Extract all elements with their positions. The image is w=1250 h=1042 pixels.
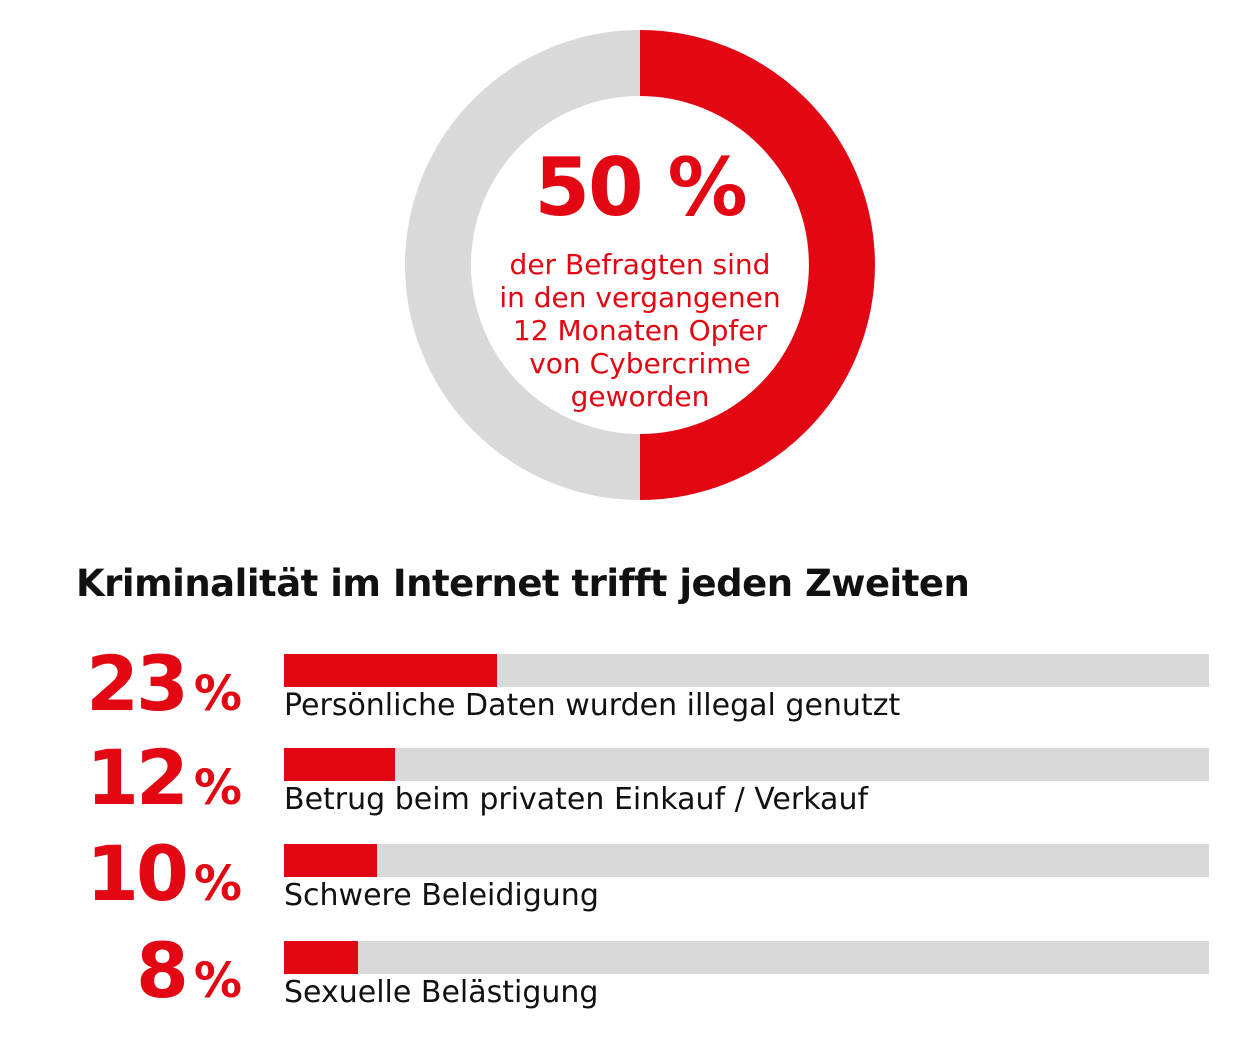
donut-value-label: 50 % (534, 141, 747, 234)
bar-fill (284, 941, 358, 974)
bar-category-label: Persönliche Daten wurden illegal genutzt (284, 688, 901, 723)
bar-track (284, 844, 1209, 877)
bar-value-number: 23 (86, 639, 189, 728)
bar-track (284, 748, 1209, 781)
bar-category-label: Sexuelle Belästigung (284, 975, 599, 1010)
bar-value-unit: % (193, 953, 242, 1009)
donut-center-text: 50 % der Befragten sind in den vergangen… (470, 130, 810, 414)
bar-value-unit: % (193, 760, 242, 816)
bar-chart-title: Kriminalität im Internet trifft jeden Zw… (76, 562, 970, 605)
bar-value-number: 8 (136, 926, 189, 1015)
bar-value-label: 12% (86, 740, 242, 817)
bar-value-label: 10% (86, 836, 242, 913)
bar-row: 12% Betrug beim privaten Einkauf / Verkau… (0, 740, 1250, 832)
donut-slice-victims (639, 30, 875, 500)
bar-category-label: Schwere Beleidigung (284, 878, 599, 913)
bar-value-label: 8% (136, 933, 242, 1010)
bar-fill (284, 748, 395, 781)
bar-row: 8% Sexuelle Belästigung (0, 933, 1250, 1025)
donut-caption: der Befragten sind in den vergangenen 12… (499, 248, 781, 413)
bar-row: 10% Schwere Beleidigung (0, 836, 1250, 928)
bar-row: 23% Persönliche Daten wurden illegal genu… (0, 646, 1250, 738)
bar-category-label: Betrug beim privaten Einkauf / Verkauf (284, 782, 869, 817)
bar-value-unit: % (193, 666, 242, 722)
donut-chart (405, 30, 875, 500)
bar-track (284, 941, 1209, 974)
bar-fill (284, 654, 497, 687)
bar-value-unit: % (193, 856, 242, 912)
bar-track (284, 654, 1209, 687)
bar-fill (284, 844, 377, 877)
bar-value-number: 10 (86, 829, 189, 918)
bar-value-number: 12 (86, 733, 189, 822)
bar-value-label: 23% (86, 646, 242, 723)
